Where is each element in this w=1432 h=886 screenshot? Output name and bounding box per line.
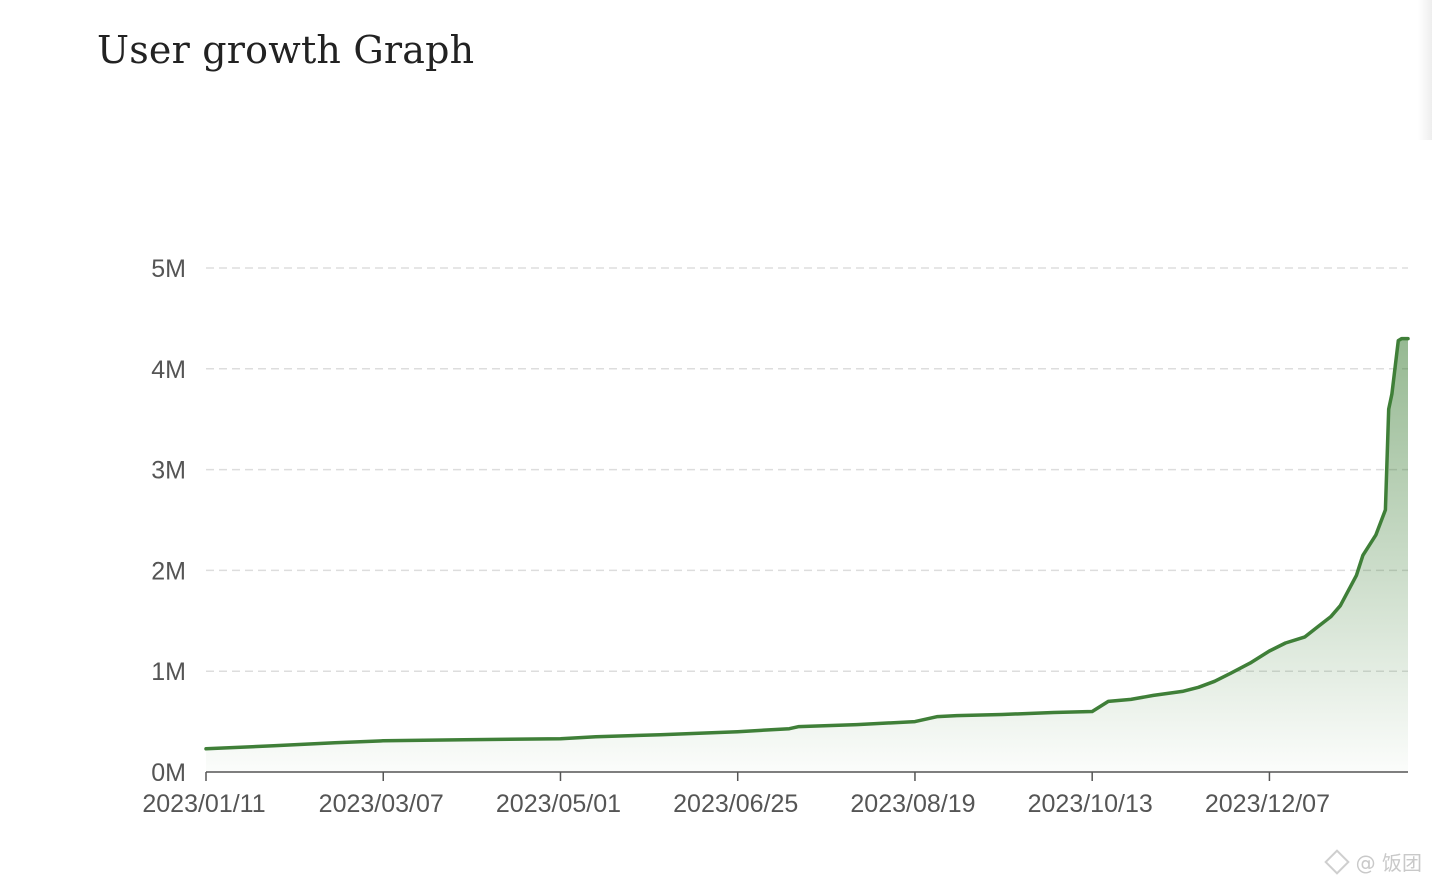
diamond-logo-icon: [1323, 848, 1350, 875]
x-tick-label: 2023/01/11: [142, 790, 265, 818]
grid-lines: [206, 267, 1408, 672]
series-area: [206, 338, 1408, 772]
x-tick-label: 2023/08/19: [850, 790, 975, 818]
x-tick-label: 2023/03/07: [319, 790, 444, 818]
watermark-text: @ 饭团: [1355, 851, 1422, 875]
y-tick-label: 4M: [151, 356, 186, 384]
x-axis-labels: 2023/01/11 2023/03/07 2023/05/01 2023/06/25…: [142, 790, 1330, 818]
watermark: @ 饭团: [1323, 847, 1422, 876]
y-tick-label: 5M: [151, 255, 186, 283]
y-tick-label: 0M: [151, 759, 186, 787]
y-tick-label: 2M: [151, 557, 186, 585]
series-line-layer: [204, 336, 1410, 751]
y-tick-label: 3M: [151, 457, 186, 485]
edge-shadow: [1418, 0, 1432, 140]
y-tick-label: 1M: [151, 658, 186, 686]
y-axis-labels: 0M 1M 2M 3M 4M 5M: [151, 255, 186, 787]
x-tick-label: 2023/06/25: [673, 790, 798, 818]
area-fill-layer: [206, 338, 1408, 772]
x-axis: [205, 771, 1408, 781]
page-title: User growth Graph: [97, 28, 475, 72]
x-tick-label: 2023/05/01: [496, 790, 621, 818]
x-tick-label: 2023/12/07: [1205, 790, 1330, 818]
x-tick-label: 2023/10/13: [1028, 790, 1153, 818]
